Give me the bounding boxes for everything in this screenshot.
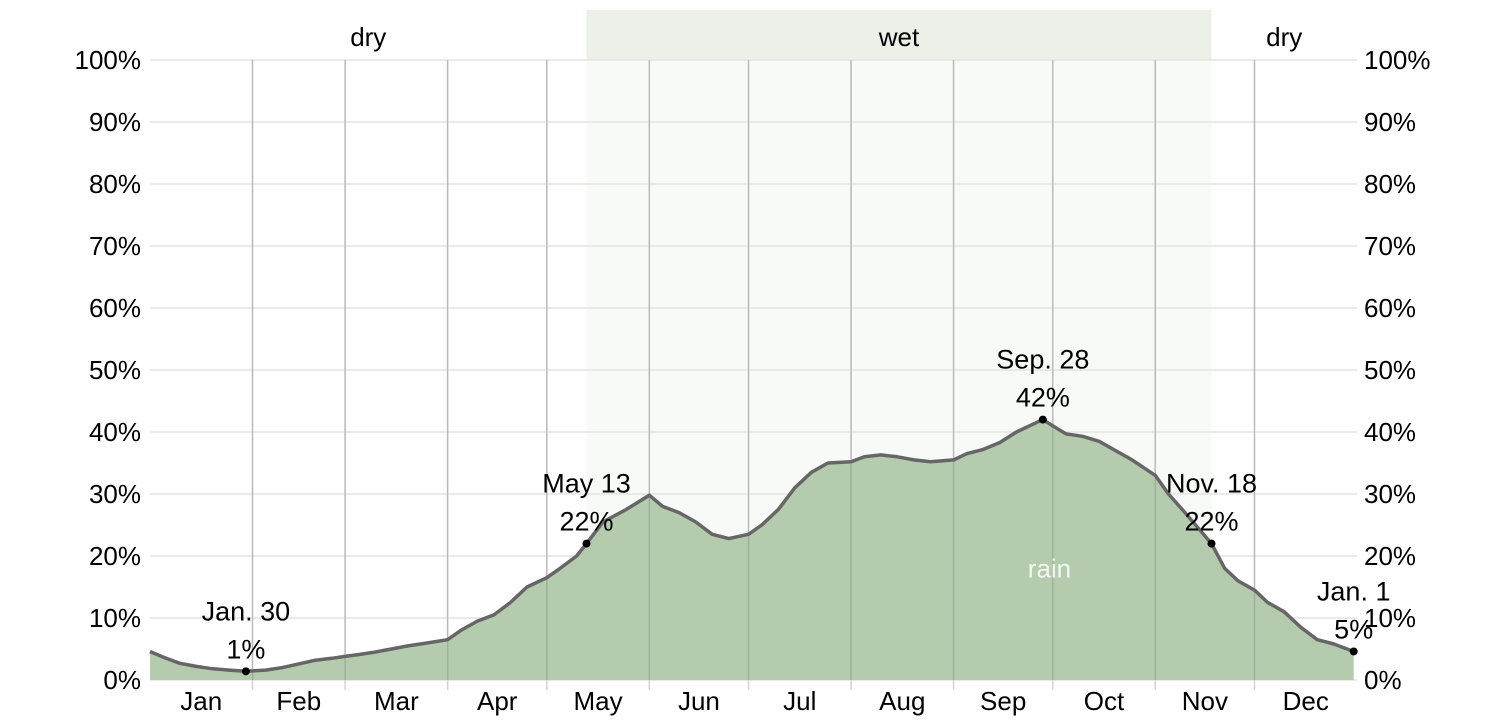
y-tick-label-right: 40% [1364, 417, 1416, 447]
annotation-value: 5% [1334, 614, 1373, 644]
y-tick-label-right: 80% [1364, 169, 1416, 199]
y-tick-label-left: 100% [75, 45, 142, 75]
annotation-value: 22% [559, 507, 613, 537]
annotation-date: Nov. 18 [1166, 469, 1257, 499]
annotation-point [1349, 647, 1358, 656]
annotation-date: Sep. 28 [996, 345, 1089, 375]
axes-layer: 0% 0% 10% 10% 20% 20% 30% 30% 40% 40% 50% 50% 60% 60%… [75, 45, 1431, 716]
y-tick-label-left: 20% [89, 541, 141, 571]
season-label-dry: dry [350, 22, 386, 52]
x-tick-label: Apr [477, 686, 518, 716]
y-tick-label-left: 60% [89, 293, 141, 323]
y-tick-label-right: 70% [1364, 231, 1416, 261]
y-tick-label-right: 30% [1364, 479, 1416, 509]
y-tick-label-right: 50% [1364, 355, 1416, 385]
annotation-value: 22% [1184, 507, 1238, 537]
rain-area [150, 419, 1354, 680]
x-tick-label: Nov [1182, 686, 1228, 716]
y-tick-label-left: 80% [89, 169, 141, 199]
y-tick-label-left: 70% [89, 231, 141, 261]
y-tick-label-right: 60% [1364, 293, 1416, 323]
annotation-layer: 1% Jan. 30 22% May 13 42% Sep. 28 22% Nov. 18 5%… [202, 345, 1391, 676]
x-tick-label: May [574, 686, 623, 716]
x-tick-label: Aug [879, 686, 925, 716]
annotation-value: 42% [1016, 383, 1070, 413]
y-tick-label-right: 0% [1364, 665, 1402, 695]
x-tick-label: Feb [276, 686, 321, 716]
x-tick-label: Jul [783, 686, 816, 716]
x-tick-label: Jun [678, 686, 720, 716]
x-tick-label: Sep [980, 686, 1026, 716]
y-tick-label-right: 20% [1364, 541, 1416, 571]
season-label-dry: dry [1266, 22, 1302, 52]
y-tick-label-left: 50% [89, 355, 141, 385]
y-tick-label-right: 100% [1364, 45, 1431, 75]
y-tick-label-left: 0% [103, 665, 141, 695]
annotation-date: Jan. 1 [1317, 576, 1391, 606]
annotation-point [582, 539, 591, 548]
series-label-rain: rain [1028, 553, 1071, 583]
y-tick-label-left: 30% [89, 479, 141, 509]
y-tick-label-left: 10% [89, 603, 141, 633]
y-tick-label-left: 90% [89, 107, 141, 137]
x-tick-label: Oct [1084, 686, 1125, 716]
x-tick-label: Mar [374, 686, 419, 716]
y-tick-label-right: 10% [1364, 603, 1416, 633]
annotation-point [1038, 415, 1047, 424]
y-tick-label-right: 90% [1364, 107, 1416, 137]
season-label-wet: wet [878, 22, 920, 52]
x-tick-label: Dec [1283, 686, 1329, 716]
y-tick-label-left: 40% [89, 417, 141, 447]
rain-line [149, 417, 1355, 674]
annotation-point [1207, 539, 1216, 548]
season-band-wet [586, 10, 1212, 60]
annotation-date: May 13 [542, 469, 631, 499]
annotation-value: 1% [226, 634, 265, 664]
x-tick-label: Jan [180, 686, 222, 716]
area-layer: rain [149, 60, 1355, 680]
annotation-date: Jan. 30 [202, 596, 291, 626]
annotation-point [241, 667, 250, 676]
